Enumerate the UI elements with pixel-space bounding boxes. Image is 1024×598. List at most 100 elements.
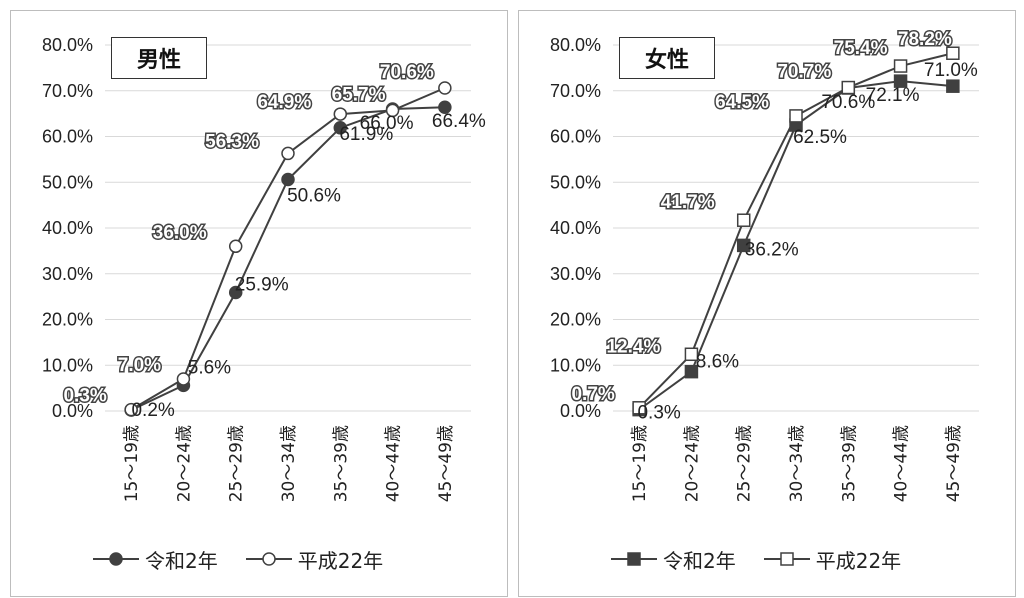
- legend-female: 令和2年 平成22年: [609, 545, 927, 573]
- x-tick-label: 45～49歳: [436, 425, 456, 502]
- legend-label-heisei22: 平成22年: [815, 548, 902, 573]
- data-label: 71.0%: [924, 60, 978, 81]
- legend-item-heisei22: 平成22年: [762, 545, 901, 574]
- data-label: 0.3%: [637, 403, 680, 424]
- legend-label-heisei22: 平成22年: [297, 548, 384, 573]
- x-tick-label: 40～44歳: [384, 425, 404, 502]
- data-point: [893, 74, 908, 88]
- x-tick-label: 20～24歳: [174, 425, 194, 502]
- y-tick-label: 0.0%: [560, 401, 601, 421]
- legend-label-reiwa2: 令和2年: [145, 548, 218, 573]
- chart-panel-male: 0.0% 10.0% 20.0% 30.0% 40.0% 50.0% 60.0% 70.0% 8…: [10, 10, 508, 597]
- data-label: 50.6%: [287, 186, 341, 207]
- legend-item-reiwa2: 令和2年: [609, 545, 736, 574]
- data-point: [176, 372, 191, 386]
- y-tick-label: 10.0%: [550, 355, 601, 375]
- y-tick-label: 70.0%: [550, 81, 601, 101]
- y-tick-label: 20.0%: [42, 310, 93, 330]
- legend-item-reiwa2: 令和2年: [91, 545, 218, 574]
- data-label: 66.0%: [360, 113, 414, 134]
- legend-marker-filled-circle: [93, 552, 139, 566]
- x-tick-label: 15～19歳: [122, 425, 142, 502]
- data-point: [841, 80, 856, 95]
- data-point: [228, 285, 243, 300]
- data-point: [124, 402, 138, 417]
- data-point: [228, 239, 243, 254]
- legend-item-heisei22: 平成22年: [244, 545, 383, 574]
- y-tick-label: 0.0%: [52, 401, 93, 421]
- data-point: [438, 100, 452, 114]
- data-label: 70.6%: [380, 62, 434, 83]
- data-label: 36.2%: [745, 239, 799, 260]
- data-point: [281, 172, 295, 187]
- x-tick-label: 25～29歳: [227, 425, 247, 502]
- data-point: [333, 107, 348, 121]
- x-tick-label: 40～44歳: [892, 425, 912, 502]
- y-tick-label: 50.0%: [550, 172, 601, 192]
- data-label: 0.2%: [131, 400, 174, 421]
- legend-marker-open-circle: [245, 552, 292, 566]
- y-tick-label: 80.0%: [550, 35, 601, 55]
- data-label: 0.7%: [571, 384, 614, 405]
- data-label: 61.9%: [339, 124, 393, 145]
- data-label: 5.6%: [188, 357, 231, 378]
- legend-marker-open-square: [763, 552, 810, 566]
- data-point: [736, 238, 751, 253]
- data-label: 0.3%: [63, 386, 106, 407]
- x-tick-label: 35～39歳: [839, 425, 859, 502]
- x-tick-label: 30～34歳: [787, 425, 807, 502]
- y-tick-label: 40.0%: [42, 218, 93, 238]
- data-point: [789, 109, 803, 123]
- data-label: 75.4%: [834, 38, 888, 59]
- legend-label-reiwa2: 令和2年: [663, 548, 736, 573]
- data-label: 65.7%: [332, 84, 386, 105]
- data-point: [281, 146, 295, 161]
- data-label: 41.7%: [661, 192, 715, 213]
- data-label: 7.0%: [118, 355, 161, 376]
- data-point: [438, 81, 452, 95]
- chart-panel-female: 0.0% 10.0% 20.0% 30.0% 40.0% 50.0% 60.0% 70.0% 8…: [518, 10, 1016, 597]
- data-point: [333, 121, 348, 135]
- y-tick-label: 30.0%: [42, 264, 93, 284]
- data-point: [893, 59, 908, 73]
- data-label: 64.9%: [257, 92, 311, 113]
- y-tick-label: 80.0%: [42, 35, 93, 55]
- y-tick-label: 70.0%: [42, 81, 93, 101]
- legend-marker-filled-square: [611, 552, 657, 566]
- data-point: [385, 103, 400, 118]
- data-point: [684, 364, 699, 379]
- data-point: [684, 347, 699, 362]
- data-label: 64.5%: [715, 92, 769, 113]
- data-label: 36.0%: [153, 222, 207, 243]
- x-tick-label: 45～49歳: [944, 425, 964, 502]
- data-label: 62.5%: [793, 127, 847, 148]
- y-tick-label: 60.0%: [42, 127, 93, 147]
- data-label: 78.2%: [898, 29, 952, 50]
- y-tick-label: 60.0%: [550, 127, 601, 147]
- data-label: 12.4%: [606, 336, 660, 357]
- x-tick-label: 25～29歳: [735, 425, 755, 502]
- data-point: [632, 401, 646, 415]
- data-point: [946, 79, 960, 93]
- chart-title-male: 男性: [111, 37, 207, 79]
- data-point: [736, 213, 751, 227]
- y-tick-label: 50.0%: [42, 172, 93, 192]
- legend-male: 令和2年 平成22年: [91, 545, 409, 573]
- chart-title-female: 女性: [619, 37, 715, 79]
- x-tick-label: 20～24歳: [682, 425, 702, 502]
- x-tick-label: 35～39歳: [331, 425, 351, 502]
- y-tick-label: 10.0%: [42, 355, 93, 375]
- data-label: 70.7%: [777, 62, 831, 83]
- data-label: 8.6%: [696, 352, 739, 373]
- y-tick-label: 30.0%: [550, 264, 601, 284]
- line-chart-male: 0.0% 10.0% 20.0% 30.0% 40.0% 50.0% 60.0% 70.0% 8…: [42, 35, 486, 502]
- data-label: 70.6%: [821, 92, 875, 113]
- y-tick-label: 40.0%: [550, 218, 601, 238]
- x-tick-label: 15～19歳: [630, 425, 650, 502]
- data-label: 56.3%: [205, 131, 259, 152]
- data-point: [946, 46, 960, 60]
- line-chart-female: 0.0% 10.0% 20.0% 30.0% 40.0% 50.0% 60.0% 70.0% 8…: [550, 28, 979, 502]
- y-tick-label: 20.0%: [550, 310, 601, 330]
- x-tick-label: 30～34歳: [279, 425, 299, 502]
- data-label: 66.4%: [432, 111, 486, 132]
